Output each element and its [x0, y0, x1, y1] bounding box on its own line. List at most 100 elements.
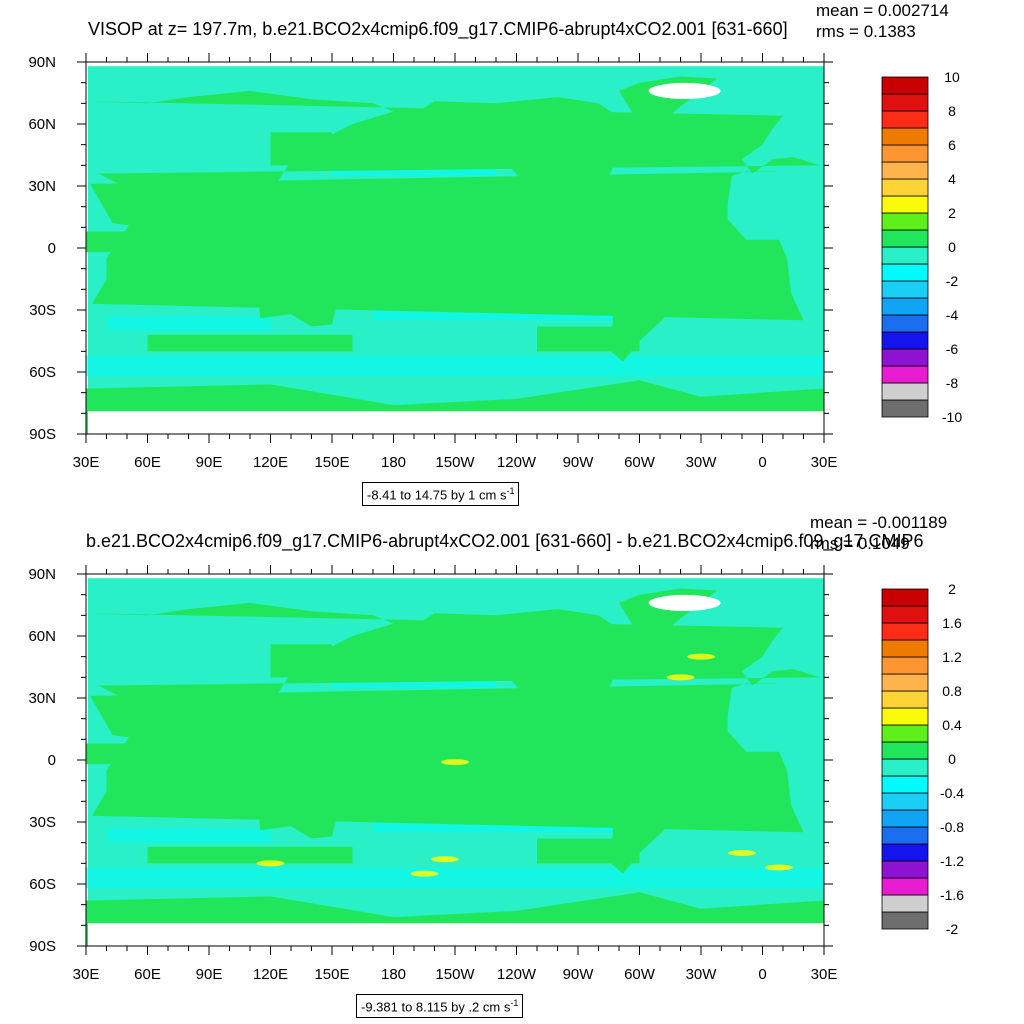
- anomaly-patch: [764, 864, 793, 871]
- x-tick-label: 90W: [563, 454, 595, 471]
- anomaly-patch: [728, 850, 756, 856]
- x-tick-label: 180: [381, 454, 406, 471]
- colorbar-swatch: [881, 195, 929, 214]
- antarctic-mask: [88, 923, 824, 946]
- colorbar-swatch: [881, 280, 929, 299]
- colorbar-label: -6: [946, 341, 959, 357]
- colorbar-swatch: [881, 758, 929, 777]
- unit-exponent: -1: [506, 486, 515, 496]
- x-tick-label: 60E: [134, 966, 161, 983]
- map-plot-2: 30E 60E 90E 120E 150E 180 150W 120W 90W 60W 30W 0 30…: [28, 565, 964, 983]
- ocean-patch: [147, 334, 353, 352]
- colorbar-label: -0.4: [940, 785, 964, 801]
- x-tick-label: 30E: [73, 966, 100, 983]
- colorbar-label: -0.8: [940, 819, 964, 835]
- y-tick-label: 60N: [28, 116, 56, 133]
- colorbar-label: 0: [948, 751, 956, 767]
- continent-indonesia: [219, 747, 332, 779]
- colorbar-swatch: [881, 297, 929, 316]
- ocean-band: [86, 867, 824, 889]
- x-tick-label: 60W: [624, 966, 656, 983]
- continent-eurasia: [86, 90, 820, 232]
- x-tick-label: 30E: [73, 454, 100, 471]
- y-tick-label: 0: [48, 240, 56, 257]
- continent-north-america: [418, 609, 650, 744]
- x-tick-label: 150W: [435, 966, 475, 983]
- colorbar-label: 4: [948, 171, 956, 187]
- continent-australia: [258, 272, 339, 327]
- x-tick-label: 90W: [563, 966, 595, 983]
- north-mask: [88, 574, 824, 579]
- contour-info-text: -8.41 to 14.75 by 1 cm s: [367, 487, 507, 503]
- y-tick-label: 60S: [29, 876, 56, 893]
- ocean-band: [106, 316, 271, 331]
- x-tick-label: 180: [381, 966, 406, 983]
- x-tick-label: 60E: [134, 454, 161, 471]
- x-tick-label: 150W: [435, 454, 475, 471]
- north-mask: [88, 62, 824, 67]
- anomaly-patch: [666, 674, 695, 681]
- colorbar-label: 8: [948, 103, 956, 119]
- continent-indonesia: [219, 235, 332, 267]
- colorbar-swatch: [881, 911, 929, 930]
- colorbar-swatch: [881, 588, 929, 607]
- colorbar-swatch: [881, 741, 929, 760]
- colorbar-swatch: [881, 622, 929, 641]
- colorbar-label: 0: [948, 239, 956, 255]
- x-tick-label: 30E: [811, 966, 838, 983]
- colorbar-label: 1.6: [942, 615, 962, 631]
- x-tick-label: 120W: [497, 454, 537, 471]
- contour-info-box: -8.41 to 14.75 by 1 cm s-1: [362, 482, 520, 507]
- colorbar-swatch: [881, 707, 929, 726]
- colorbar-swatch: [881, 144, 929, 163]
- unit-exponent: -1: [510, 998, 519, 1008]
- colorbar-label: -1.2: [940, 853, 964, 869]
- greenland-mask: [648, 82, 721, 99]
- colorbar-swatch: [881, 399, 929, 418]
- colorbar-label: -10: [942, 409, 962, 425]
- y-tick-label: 0: [48, 752, 56, 769]
- colorbar-swatch: [881, 331, 929, 350]
- colorbar-swatch: [881, 860, 929, 879]
- x-tick-label: 60W: [624, 454, 656, 471]
- colorbar-swatch: [881, 263, 929, 282]
- greenland-mask: [648, 594, 721, 611]
- colorbar-swatch: [881, 110, 929, 129]
- anomaly-patch: [687, 653, 715, 660]
- panel-1: 30E 60E 90E 120E 150E 180 150W 120W 90W 60W 30W 0 30…: [28, 1, 962, 507]
- x-tick-label: 120W: [497, 966, 537, 983]
- plot-title: b.e21.BCO2x4cmip6.f09_g17.CMIP6-abrupt4x…: [86, 531, 924, 551]
- anomaly-patch: [410, 870, 439, 877]
- anomaly-patch: [430, 856, 459, 863]
- colorbar-swatch: [881, 809, 929, 828]
- colorbar-swatch: [881, 656, 929, 675]
- ocean-band: [86, 355, 824, 377]
- y-tick-label: 30S: [29, 814, 56, 831]
- y-tick-label: 90N: [28, 54, 56, 71]
- colorbar-swatch: [881, 894, 929, 913]
- colorbar-label: -2: [946, 921, 959, 937]
- colorbar-label: 1.2: [942, 649, 962, 665]
- contour-info-box: -9.381 to 8.115 by .2 cm s-1: [356, 994, 524, 1019]
- mean-label: mean = 0.002714: [816, 1, 949, 20]
- colorbar-swatch: [881, 724, 929, 743]
- anomaly-patch: [256, 860, 285, 867]
- x-tick-label: 150E: [314, 966, 349, 983]
- colorbar-swatch: [881, 826, 929, 845]
- x-tick-label: 90E: [196, 454, 223, 471]
- rms-label: rms = 0.1383: [816, 22, 916, 41]
- x-tick-label: 150E: [314, 454, 349, 471]
- x-tick-label: 0: [758, 966, 766, 983]
- y-tick-label: 90S: [29, 426, 56, 443]
- x-tick-label: 120E: [253, 966, 288, 983]
- colorbar-label: 0.4: [942, 717, 962, 733]
- colorbar-swatch: [881, 246, 929, 265]
- colorbar-label: 2: [948, 205, 956, 221]
- colorbar-swatch: [881, 127, 929, 146]
- mean-label: mean = -0.001189: [810, 513, 948, 532]
- colorbar-swatch: [881, 348, 929, 367]
- colorbar-label: 6: [948, 137, 956, 153]
- continent-south-america: [596, 739, 691, 874]
- continent-australia: [258, 784, 339, 839]
- map-plot-1: 30E 60E 90E 120E 150E 180 150W 120W 90W 60W 30W 0 30…: [28, 53, 962, 471]
